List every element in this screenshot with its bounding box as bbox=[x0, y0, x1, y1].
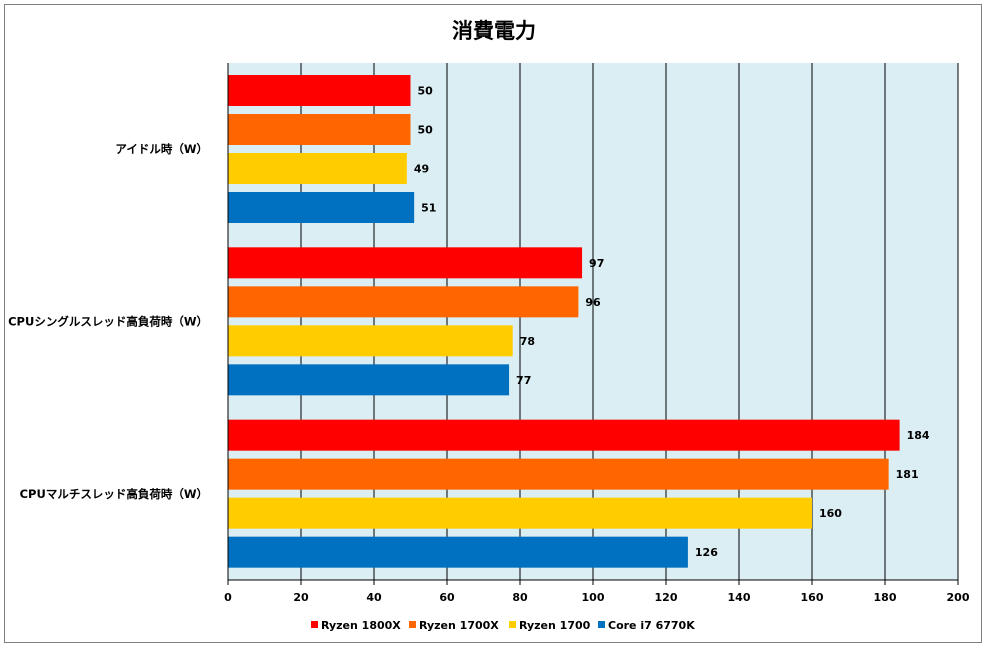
x-tick-label: 160 bbox=[801, 591, 824, 604]
data-label: 126 bbox=[695, 546, 718, 559]
data-label: 160 bbox=[819, 507, 842, 520]
data-label: 97 bbox=[589, 257, 604, 270]
data-label: 50 bbox=[418, 85, 434, 98]
data-label: 49 bbox=[414, 163, 429, 176]
bar bbox=[228, 192, 415, 223]
bar bbox=[228, 153, 407, 184]
legend-swatch bbox=[311, 621, 318, 628]
bar bbox=[228, 497, 812, 529]
bars: 50 50 49 51 97 96 78 77 184 181 160 126 bbox=[228, 75, 930, 568]
category-labels: アイドル時（W） CPUシングルスレッド高負荷時（W） CPUマルチスレッド高負荷時… bbox=[8, 142, 208, 501]
data-label: 184 bbox=[907, 429, 930, 442]
x-tick-label: 180 bbox=[874, 591, 897, 604]
legend: Ryzen 1800X Ryzen 1700X Ryzen 1700 Core i7 … bbox=[311, 619, 695, 632]
legend-swatch bbox=[598, 621, 605, 628]
bar bbox=[228, 536, 688, 568]
category-label: アイドル時（W） bbox=[115, 142, 208, 156]
x-tick-label: 40 bbox=[366, 591, 382, 604]
data-label: 78 bbox=[520, 335, 535, 348]
x-tick-label: 100 bbox=[582, 591, 605, 604]
bar bbox=[228, 364, 510, 396]
legend-label: Ryzen 1700X bbox=[419, 619, 499, 632]
category-label: CPUマルチスレッド高負荷時（W） bbox=[20, 487, 208, 501]
data-label: 51 bbox=[421, 202, 436, 215]
x-tick-label: 20 bbox=[293, 591, 309, 604]
x-tick-label: 80 bbox=[512, 591, 528, 604]
chart-title: 消費電力 bbox=[452, 19, 536, 43]
bar bbox=[228, 458, 889, 490]
x-tick-label: 140 bbox=[728, 591, 751, 604]
legend-swatch bbox=[409, 621, 416, 628]
x-tick-label: 60 bbox=[439, 591, 455, 604]
x-tick-label: 0 bbox=[224, 591, 232, 604]
bar bbox=[228, 247, 583, 279]
data-label: 77 bbox=[516, 374, 531, 387]
x-tick-labels: 0 20 40 60 80 100 120 140 160 180 200 bbox=[224, 591, 970, 604]
axes bbox=[227, 63, 959, 585]
bar bbox=[228, 286, 579, 318]
bar bbox=[228, 419, 900, 451]
bar bbox=[228, 75, 411, 106]
legend-label: Ryzen 1700 bbox=[519, 619, 591, 632]
data-label: 96 bbox=[585, 296, 601, 309]
data-label: 181 bbox=[896, 468, 919, 481]
legend-swatch bbox=[509, 621, 516, 628]
x-tick-label: 120 bbox=[655, 591, 678, 604]
x-tick-label: 200 bbox=[947, 591, 970, 604]
gridlines bbox=[300, 63, 959, 580]
legend-label: Ryzen 1800X bbox=[321, 619, 401, 632]
category-label: CPUシングルスレッド高負荷時（W） bbox=[8, 315, 208, 329]
data-label: 50 bbox=[418, 124, 434, 137]
legend-label: Core i7 6770K bbox=[608, 619, 695, 632]
bar bbox=[228, 325, 513, 357]
bar bbox=[228, 114, 411, 145]
